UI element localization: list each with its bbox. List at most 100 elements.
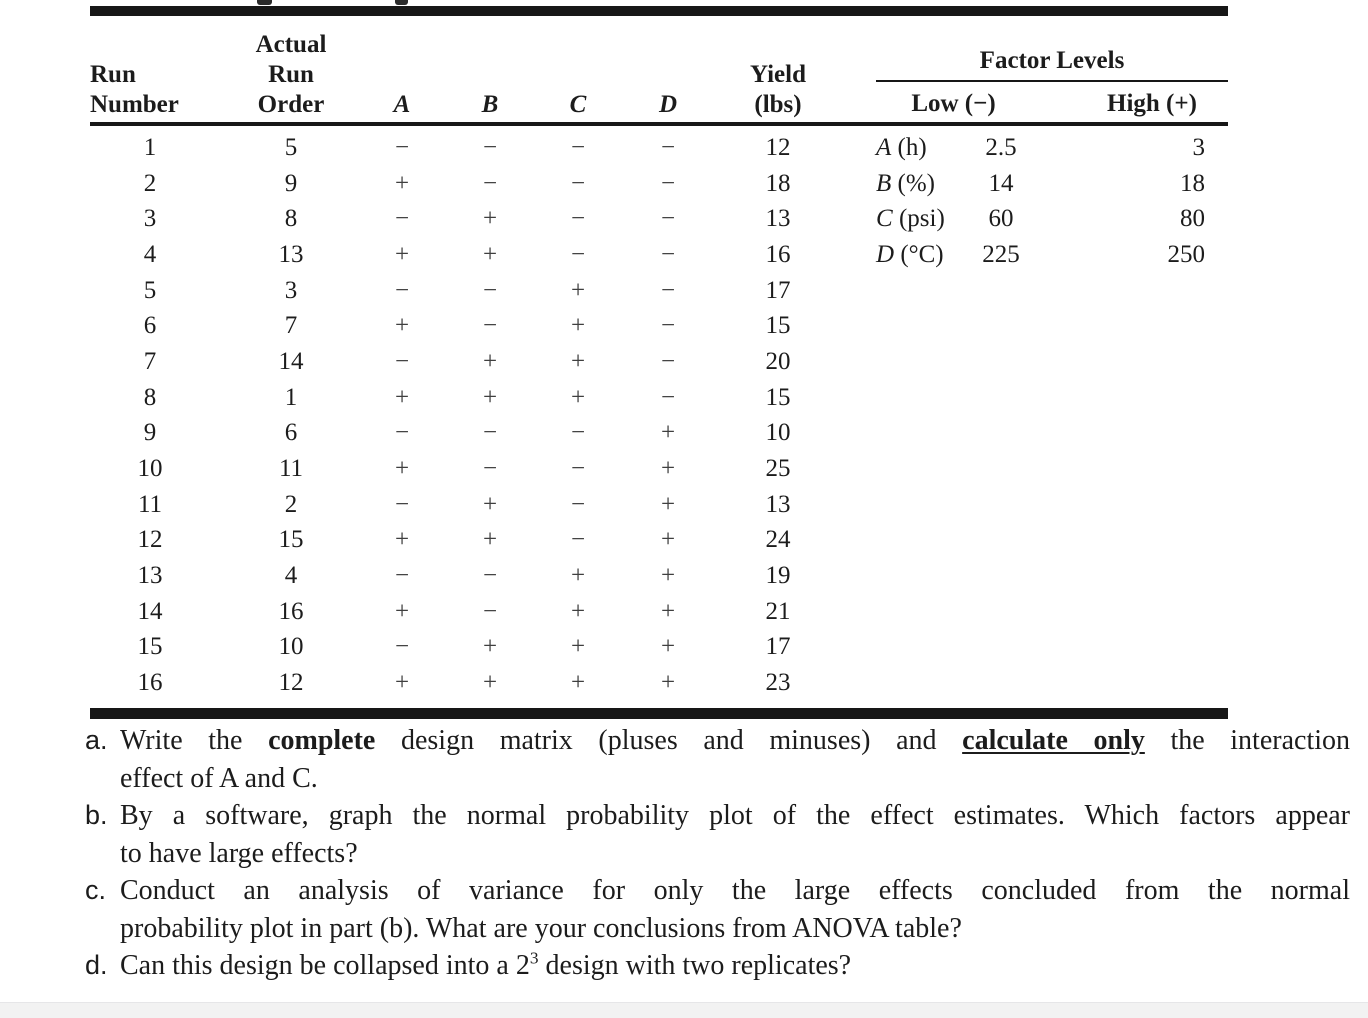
cell-yield: 12	[765, 133, 791, 161]
factor-label: A (h)	[876, 133, 927, 161]
cell-factor-d: +	[660, 597, 676, 625]
cell-run-number: 3	[143, 205, 157, 233]
cropped-text-fragment	[395, 0, 408, 5]
table-bottom-rule	[90, 708, 1228, 719]
table-header-rule	[90, 122, 1228, 126]
header-factor-c: C	[569, 91, 587, 118]
table-row: 16 12 + + + + 23	[90, 665, 828, 701]
question-marker: b.	[85, 800, 108, 830]
cell-factor-b: −	[482, 276, 498, 304]
factor-levels-title-rule	[876, 80, 1228, 82]
cell-actual-run-order: 16	[278, 597, 304, 625]
cell-actual-run-order: 12	[278, 669, 304, 697]
cell-actual-run-order: 15	[278, 526, 304, 554]
cell-yield: 16	[765, 240, 791, 268]
question-line: probability plot in part (b). What are y…	[120, 912, 962, 944]
factor-level-row: B (%) 14 18	[876, 166, 1228, 202]
cell-factor-b: −	[482, 169, 498, 197]
table-row: 1 5 − − − − 12	[90, 130, 828, 166]
table-row: 3 8 − + − − 13	[90, 201, 828, 237]
table-row: 8 1 + + + − 15	[90, 380, 828, 416]
cell-run-number: 1	[143, 133, 157, 161]
question-line: Can this design be collapsed into a 23 d…	[120, 948, 852, 981]
header-yield: Yield (lbs)	[749, 61, 807, 118]
cell-yield: 19	[765, 562, 791, 590]
question-item: a. Write the complete design matrix (plu…	[85, 722, 1350, 797]
cell-factor-d: −	[660, 312, 676, 340]
cell-factor-c: +	[570, 312, 586, 340]
factor-levels-body: A (h) 2.5 3 B (%) 14 18 C (psi) 60 80 D …	[876, 130, 1228, 273]
cell-factor-b: +	[482, 240, 498, 268]
cell-yield: 18	[765, 169, 791, 197]
cell-yield: 17	[765, 276, 791, 304]
question-marker: a.	[85, 725, 108, 755]
cell-actual-run-order: 7	[284, 312, 298, 340]
table-row: 11 2 − + − + 13	[90, 487, 828, 523]
table-row: 12 15 + + − + 24	[90, 523, 828, 559]
cell-factor-b: −	[482, 312, 498, 340]
cell-factor-b: +	[482, 383, 498, 411]
cell-factor-a: −	[394, 562, 410, 590]
cell-factor-a: +	[394, 526, 410, 554]
table-row: 13 4 − − + + 19	[90, 558, 828, 594]
cell-factor-a: +	[394, 383, 410, 411]
cell-run-number: 7	[143, 347, 157, 375]
factor-level-row: A (h) 2.5 3	[876, 130, 1228, 166]
table-row: 2 9 + − − − 18	[90, 166, 828, 202]
questions-list: a. Write the complete design matrix (plu…	[85, 722, 1350, 985]
factor-high-value: 3	[1192, 133, 1206, 161]
cell-factor-c: +	[570, 669, 586, 697]
cell-factor-c: −	[570, 419, 586, 447]
question-text: Conduct an analysis of variance for only…	[120, 872, 1350, 947]
cell-run-number: 14	[137, 597, 163, 625]
design-table-header: Run Number Actual Run Order A B C D Yiel…	[90, 30, 828, 120]
design-table-body: 1 5 − − − − 12 2 9 + − − − 18 3 8 − + − …	[90, 130, 828, 701]
factor-label: B (%)	[876, 169, 936, 197]
cell-factor-d: −	[660, 347, 676, 375]
cell-run-number: 11	[137, 490, 163, 518]
cell-factor-c: +	[570, 347, 586, 375]
factor-level-row: D (°C) 225 250	[876, 237, 1228, 273]
cell-actual-run-order: 5	[284, 133, 298, 161]
cell-factor-b: +	[482, 669, 498, 697]
table-row: 10 11 + − − + 25	[90, 451, 828, 487]
cropped-text-fragment	[257, 0, 272, 5]
factor-levels-columns: Low (−) High (+)	[876, 88, 1228, 120]
table-row: 14 16 + − + + 21	[90, 594, 828, 630]
cell-factor-c: +	[570, 383, 586, 411]
header-factor-a: A	[393, 91, 411, 118]
table-row: 6 7 + − + − 15	[90, 308, 828, 344]
cell-factor-d: +	[660, 633, 676, 661]
header-factor-b: B	[481, 91, 499, 118]
cell-factor-a: −	[394, 205, 410, 233]
cell-factor-c: +	[570, 562, 586, 590]
factor-label: C (psi)	[876, 205, 945, 233]
table-row: 4 13 + + − − 16	[90, 237, 828, 273]
cell-run-number: 15	[137, 633, 163, 661]
cell-yield: 13	[765, 490, 791, 518]
factor-label: D (°C)	[876, 240, 944, 268]
cell-factor-b: +	[482, 633, 498, 661]
cell-factor-d: −	[660, 383, 676, 411]
cell-factor-c: −	[570, 133, 586, 161]
factor-low-value: 60	[988, 205, 1014, 233]
cell-factor-c: +	[570, 633, 586, 661]
cell-factor-a: −	[394, 419, 410, 447]
cell-factor-c: −	[570, 490, 586, 518]
question-line: By a software, graph the normal probabil…	[120, 800, 1350, 831]
factor-low-value: 14	[988, 169, 1014, 197]
cell-factor-a: +	[394, 240, 410, 268]
cell-factor-d: +	[660, 526, 676, 554]
cell-actual-run-order: 13	[278, 240, 304, 268]
cell-yield: 23	[765, 669, 791, 697]
cell-factor-b: +	[482, 526, 498, 554]
cell-run-number: 6	[143, 312, 157, 340]
table-row: 5 3 − − + − 17	[90, 273, 828, 309]
question-marker: d.	[85, 950, 108, 980]
question-item: b. By a software, graph the normal proba…	[85, 797, 1350, 872]
cell-actual-run-order: 4	[284, 562, 298, 590]
factor-low-value: 225	[982, 240, 1020, 268]
cell-factor-c: −	[570, 169, 586, 197]
cell-yield: 21	[765, 597, 791, 625]
